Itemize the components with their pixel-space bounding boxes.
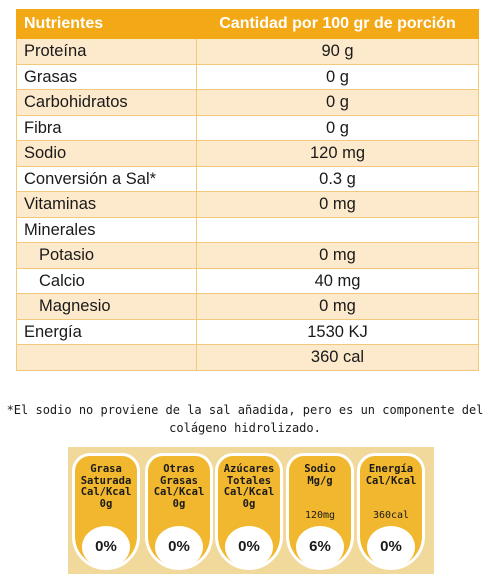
seal-total-sugars: Azúcares Totales Cal/Kcal 0g 0%: [215, 453, 283, 570]
nutrient-value: 0 mg: [196, 293, 479, 320]
nutrition-table: Nutrientes Cantidad por 100 gr de porció…: [16, 9, 479, 371]
nutrient-value: 0 g: [196, 114, 479, 141]
nutrient-value: [196, 216, 479, 243]
seal-amount: 120mg: [304, 510, 336, 521]
nutrient-name: Grasas: [16, 63, 197, 90]
seal-label: Otras Grasas Cal/Kcal 0g: [153, 463, 205, 510]
seal-other-fats: Otras Grasas Cal/Kcal 0g 0%: [145, 453, 213, 570]
table-row: Proteína 90 g: [16, 38, 479, 65]
nutrient-name: Conversión a Sal*: [16, 165, 197, 192]
seal-label: Sodio Mg/g: [304, 463, 336, 487]
seal-label: Grasa Saturada Cal/Kcal 0g: [80, 463, 132, 510]
nutrient-name: Energía: [16, 318, 197, 345]
nutrient-value: 0.3 g: [196, 165, 479, 192]
table-row: Sodio 120 mg: [16, 140, 479, 167]
seal-percent: 0%: [82, 526, 130, 568]
seal-percent: 0%: [225, 526, 273, 568]
table-row: Grasas 0 g: [16, 63, 479, 90]
seal-label: Azúcares Totales Cal/Kcal 0g: [223, 463, 275, 510]
nutrient-name: [16, 344, 197, 371]
nutrient-value: 0 g: [196, 89, 479, 116]
nutrient-name: Vitaminas: [16, 191, 197, 218]
nutrient-name: Fibra: [16, 114, 197, 141]
nutrient-name: Potasio: [16, 242, 197, 269]
nutrient-value: 120 mg: [196, 140, 479, 167]
table-row: Vitaminas 0 mg: [16, 191, 479, 218]
nutrient-value: 40 mg: [196, 267, 479, 294]
nutrient-value: 0 mg: [196, 191, 479, 218]
nutrient-name: Carbohidratos: [16, 89, 197, 116]
footnote-line: colágeno hidrolizado.: [169, 421, 321, 435]
seal-label: Energía Cal/Kcal: [365, 463, 417, 487]
seal-percent: 6%: [296, 526, 344, 568]
table-row: Carbohidratos 0 g: [16, 89, 479, 116]
table-row: Magnesio 0 mg: [16, 293, 479, 320]
table-header-row: Nutrientes Cantidad por 100 gr de porció…: [16, 9, 479, 39]
nutrient-value: 0 mg: [196, 242, 479, 269]
nutrient-name: Calcio: [16, 267, 197, 294]
table-row: Minerales: [16, 216, 479, 243]
table-row: Conversión a Sal* 0.3 g: [16, 165, 479, 192]
seal-amount: 360cal: [372, 510, 410, 521]
header-amount: Cantidad por 100 gr de porción: [196, 9, 479, 39]
nutrient-name: Minerales: [16, 216, 197, 243]
nutrient-value: 0 g: [196, 63, 479, 90]
table-row: 360 cal: [16, 344, 479, 371]
nutrient-name: Magnesio: [16, 293, 197, 320]
seal-percent: 0%: [367, 526, 415, 568]
seal-energy: Energía Cal/Kcal 360cal 0%: [357, 453, 425, 570]
table-row: Energía 1530 KJ: [16, 318, 479, 345]
header-nutrients: Nutrientes: [16, 9, 197, 39]
table-row: Potasio 0 mg: [16, 242, 479, 269]
nutrient-value: 360 cal: [196, 344, 479, 371]
seal-percent: 0%: [155, 526, 203, 568]
table-row: Calcio 40 mg: [16, 267, 479, 294]
footnote: *El sodio no proviene de la sal añadida,…: [0, 401, 490, 437]
nutrient-value: 1530 KJ: [196, 318, 479, 345]
front-label-seals: Grasa Saturada Cal/Kcal 0g 0% Otras Gras…: [68, 447, 434, 574]
nutrient-name: Sodio: [16, 140, 197, 167]
nutrient-name: Proteína: [16, 38, 197, 65]
seal-saturated-fat: Grasa Saturada Cal/Kcal 0g 0%: [72, 453, 140, 570]
nutrient-value: 90 g: [196, 38, 479, 65]
seal-sodium: Sodio Mg/g 120mg 6%: [286, 453, 354, 570]
footnote-line: *El sodio no proviene de la sal añadida,…: [6, 403, 484, 417]
table-row: Fibra 0 g: [16, 114, 479, 141]
